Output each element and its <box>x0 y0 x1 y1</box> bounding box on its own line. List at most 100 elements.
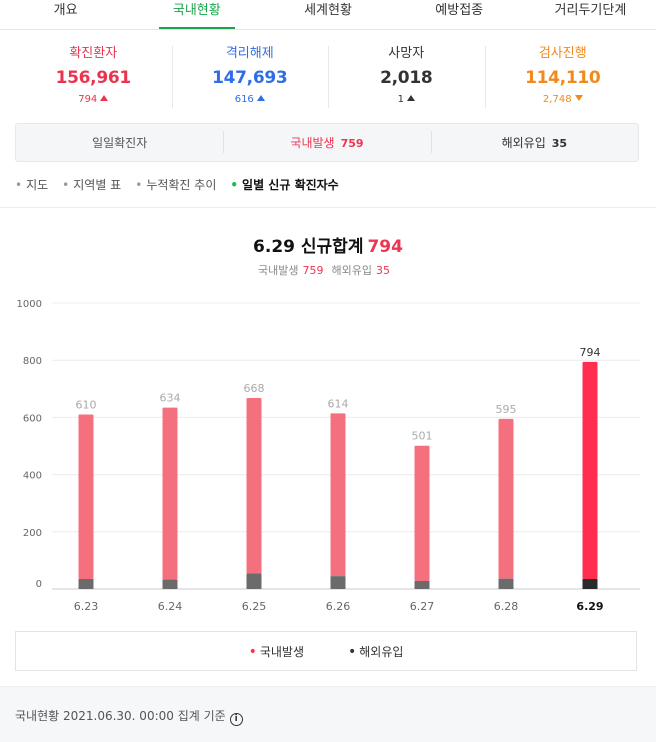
stat-deaths-label: 사망자 <box>388 46 425 61</box>
chart-title-total: 794 <box>367 237 403 257</box>
stat-testing-delta: 2,748 <box>485 93 642 107</box>
bar-domestic <box>246 397 262 574</box>
bar-total-label: 614 <box>328 397 349 410</box>
section-divider <box>0 207 656 208</box>
daily-domestic: 국내발생 759 <box>223 131 430 153</box>
legend-imported-dot-icon: • <box>348 643 357 660</box>
stat-confirmed-value: 156,961 <box>55 68 132 88</box>
stat-deaths-value: 2,018 <box>380 68 433 88</box>
footer-text: 국내현황 2021.06.30. 00:00 집계 기준 <box>15 709 226 723</box>
stat-released-value: 147,693 <box>212 68 288 88</box>
subnav-map-label: 지도 <box>26 178 49 192</box>
bullet-icon: • <box>62 178 70 192</box>
tab-world[interactable]: 세계현황 <box>304 3 352 18</box>
bullet-icon: • <box>230 178 239 192</box>
x-tick-label: 6.29 <box>576 600 603 613</box>
daily-imported: 해외유입 35 <box>430 131 638 153</box>
subnav-region-table[interactable]: • 지역별 표 <box>62 176 121 193</box>
x-tick-label: 6.28 <box>494 600 519 613</box>
bar-imported <box>330 576 346 589</box>
chart-sub-domestic-label: 국내발생 <box>258 264 299 277</box>
bar-total-label: 595 <box>496 403 517 416</box>
bar-total-label: 501 <box>412 430 433 443</box>
bar-total-label: 794 <box>580 346 601 359</box>
daily-label: 일일확진자 <box>16 134 223 151</box>
bar-domestic <box>498 418 514 579</box>
daily-cases-chart: 0 200 400 600 800 1000 610 6.23 634 6.24 668 6.25 61… <box>17 299 640 613</box>
legend-imported[interactable]: • 해외유입 <box>348 643 403 660</box>
stat-released-label: 격리해제 <box>225 46 274 61</box>
footer: 국내현황 2021.06.30. 00:00 집계 기준 i <box>0 686 656 742</box>
bar-domestic <box>162 407 178 580</box>
legend-domestic-label: 국내발생 <box>259 644 304 659</box>
subnav-daily-label: 일별 신규 확진자수 <box>242 178 339 192</box>
y-tick-label: 800 <box>23 356 42 367</box>
bullet-icon: • <box>135 178 143 192</box>
chart-subtitle: 국내발생 759 해외유입 35 <box>0 262 656 278</box>
bar-imported <box>414 580 430 589</box>
stat-confirmed-delta: 794 <box>15 93 172 107</box>
daily-domestic-value: 759 <box>340 137 364 150</box>
stat-deaths-delta: 1 <box>328 93 485 107</box>
daily-imported-label: 해외유입 <box>501 136 546 150</box>
stat-confirmed-label: 확진환자 <box>69 46 118 61</box>
y-tick-label: 600 <box>23 413 42 424</box>
bar-imported <box>78 578 94 589</box>
stats-summary: 확진환자 156,961 794 격리해제 147,693 616 사망자 2,… <box>15 40 641 112</box>
bar-domestic <box>582 361 598 579</box>
x-tick-label: 6.25 <box>242 600 267 613</box>
stat-testing-value: 114,110 <box>525 68 601 88</box>
stat-testing-label: 검사진행 <box>538 46 587 61</box>
stat-testing: 검사진행 114,110 2,748 <box>484 40 642 112</box>
subnav-cumulative[interactable]: • 누적확진 추이 <box>135 176 216 193</box>
sub-navigation: • 지도 • 지역별 표 • 누적확진 추이 • 일별 신규 확진자수 <box>15 176 353 193</box>
chart-title: 6.29 신규합계 794 <box>0 232 656 257</box>
bar-domestic <box>78 414 94 579</box>
y-tick-label: 1000 <box>17 299 42 310</box>
stat-deaths: 사망자 2,018 1 <box>328 40 485 112</box>
subnav-map[interactable]: • 지도 <box>15 176 48 193</box>
x-tick-label: 6.26 <box>326 600 351 613</box>
x-tick-label: 6.24 <box>158 600 183 613</box>
bar-imported <box>498 578 514 589</box>
bar-imported <box>246 573 262 589</box>
y-tick-label: 400 <box>23 471 42 482</box>
chart-sub-imported-value: 35 <box>375 264 390 277</box>
stat-released: 격리해제 147,693 616 <box>171 40 329 112</box>
chart-sub-imported-label: 해외유입 <box>331 264 372 277</box>
legend-domestic-dot-icon: • <box>248 643 257 660</box>
subnav-cumulative-label: 누적확진 추이 <box>146 178 217 192</box>
subnav-daily-new[interactable]: • 일별 신규 확진자수 <box>230 176 338 193</box>
daily-label-text: 일일확진자 <box>92 136 148 150</box>
subnav-region-label: 지역별 표 <box>73 178 122 192</box>
bar-domestic <box>414 445 430 581</box>
tab-distancing[interactable]: 거리두기단계 <box>554 3 627 18</box>
daily-domestic-label: 국내발생 <box>290 136 335 150</box>
legend-domestic[interactable]: • 국내발생 <box>249 643 304 660</box>
bar-total-label: 634 <box>160 392 181 405</box>
stat-confirmed: 확진환자 156,961 794 <box>15 40 172 112</box>
tab-overview[interactable]: 개요 <box>53 3 78 18</box>
daily-imported-value: 35 <box>551 137 568 150</box>
stat-released-delta: 616 <box>172 93 329 107</box>
chart-title-date: 6.29 <box>253 237 295 257</box>
chart-legend: • 국내발생 • 해외유입 <box>15 631 637 671</box>
main-tab-bar: 개요 국내현황 세계현황 예방접종 거리두기단계 <box>0 0 656 30</box>
bullet-icon: • <box>15 178 23 192</box>
y-tick-label: 0 <box>36 579 42 590</box>
chart-sub-domestic-value: 759 <box>302 264 324 277</box>
y-tick-label: 200 <box>23 528 42 539</box>
chart-title-text: 신규합계 <box>300 237 364 257</box>
daily-cases-bar: 일일확진자 국내발생 759 해외유입 35 <box>15 123 639 162</box>
bar-imported <box>582 578 598 589</box>
tab-vaccination[interactable]: 예방접종 <box>435 3 484 18</box>
x-tick-label: 6.27 <box>410 600 435 613</box>
bar-total-label: 610 <box>76 399 97 412</box>
bar-imported <box>162 579 178 589</box>
x-tick-label: 6.23 <box>74 600 99 613</box>
info-icon[interactable]: i <box>229 713 243 726</box>
bar-total-label: 668 <box>244 382 265 395</box>
bar-domestic <box>330 413 346 577</box>
tab-domestic[interactable]: 국내현황 <box>131 0 262 29</box>
legend-imported-label: 해외유입 <box>359 644 404 659</box>
